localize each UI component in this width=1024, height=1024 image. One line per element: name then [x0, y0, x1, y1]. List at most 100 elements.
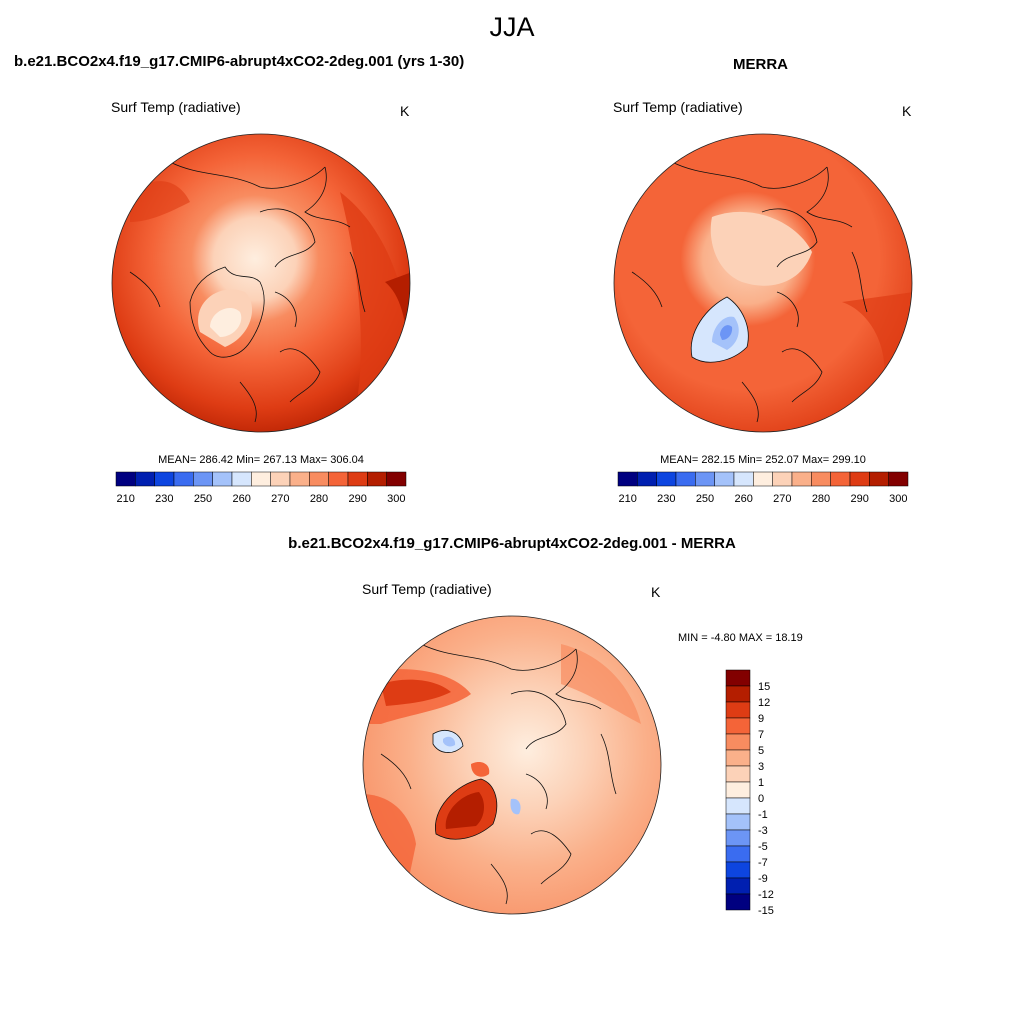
panel-3-cold-patch-2 — [443, 736, 456, 747]
colorbar-tick-label: 290 — [850, 493, 868, 505]
colorbar-tick-label: -5 — [758, 841, 768, 853]
colorbar-tick-label: 7 — [758, 729, 764, 741]
colorbar-swatch — [725, 797, 751, 815]
colorbar-swatch — [656, 471, 677, 487]
colorbar-tick-label: 0 — [758, 793, 764, 805]
colorbar-swatch — [154, 471, 175, 487]
panel-1-map-border — [111, 133, 411, 433]
colorbar-swatch — [725, 669, 751, 687]
colorbar-swatch — [772, 471, 793, 487]
panel-3-difference-field — [363, 616, 661, 914]
panel-2-units-label: K — [902, 103, 912, 119]
colorbar-tick-label: 250 — [696, 493, 714, 505]
colorbar-swatch — [725, 877, 751, 895]
panel-3-map — [362, 615, 662, 915]
colorbar-swatch — [212, 471, 233, 487]
colorbar-swatch — [811, 471, 831, 487]
colorbar-swatch — [869, 471, 889, 487]
colorbar-tick-label: 15 — [758, 681, 770, 693]
colorbar-swatch — [251, 471, 271, 487]
panel-2-map-border — [613, 133, 913, 433]
colorbar-swatch — [753, 471, 773, 487]
colorbar-tick-label: 210 — [116, 493, 134, 505]
panel-1-map — [111, 133, 411, 433]
colorbar-swatch — [309, 471, 329, 487]
colorbar-swatch — [367, 471, 387, 487]
panel-1-greenland-core — [210, 307, 242, 337]
colorbar-swatch — [675, 471, 696, 487]
colorbar-swatch — [725, 685, 751, 703]
colorbar-swatch — [637, 471, 657, 487]
colorbar-tick-label: 9 — [758, 713, 764, 725]
panel-1-title: b.e21.BCO2x4.f19_g17.CMIP6-abrupt4xCO2-2… — [14, 53, 465, 70]
colorbar-swatch — [328, 471, 349, 487]
panel-1-siberia-warm — [130, 181, 190, 222]
colorbar-tick-label: -1 — [758, 809, 768, 821]
colorbar-tick-label: 1 — [758, 777, 764, 789]
colorbar-tick-label: 260 — [232, 493, 250, 505]
panel-1-colorbar: 210 230 250 260 270 280 290 300 — [115, 471, 407, 505]
colorbar-swatch — [231, 471, 252, 487]
colorbar-tick-label: 230 — [657, 493, 675, 505]
colorbar-tick-label: 230 — [155, 493, 173, 505]
panel-3-stats: MIN = -4.80 MAX = 18.19 — [678, 632, 803, 644]
colorbar-tick-label: 260 — [734, 493, 752, 505]
panel-3-greenland-hot — [445, 792, 485, 829]
panel-2-arctic-ocean — [710, 211, 812, 286]
panel-1-variable-label: Surf Temp (radiative) — [111, 99, 241, 115]
colorbar-tick-label: 12 — [758, 697, 770, 709]
panel-2-colorbar: 210 230 250 260 270 280 290 300 — [617, 471, 909, 505]
colorbar-tick-label: -15 — [758, 905, 774, 914]
colorbar-swatch — [849, 471, 870, 487]
colorbar-swatch — [725, 861, 751, 879]
panel-2-coastlines — [631, 161, 868, 423]
colorbar-swatch — [725, 765, 751, 783]
panel-3-colorbar: 15 12 9 7 5 3 1 0 -1 -3 -5 -7 -9 -12 -15 — [725, 669, 774, 914]
panel-3-coastlines — [380, 643, 617, 905]
colorbar-tick-label: 270 — [271, 493, 289, 505]
colorbar-tick-label: 270 — [773, 493, 791, 505]
colorbar-tick-label: 3 — [758, 761, 764, 773]
colorbar-swatch — [725, 717, 751, 735]
colorbar-swatch — [115, 471, 136, 487]
colorbar-tick-label: -7 — [758, 857, 768, 869]
panel-1-stats: MEAN= 286.42 Min= 267.13 Max= 306.04 — [158, 454, 364, 466]
colorbar-swatch — [173, 471, 194, 487]
colorbar-tick-label: 290 — [348, 493, 366, 505]
panel-2-title: MERRA — [733, 56, 788, 73]
panel-3-cold-patch-3 — [510, 798, 521, 815]
colorbar-swatch — [725, 701, 751, 719]
panel-2-map — [613, 133, 913, 433]
colorbar-swatch — [193, 471, 213, 487]
colorbar-swatch — [270, 471, 291, 487]
panel-1-units-label: K — [400, 103, 410, 119]
panel-3-units-label: K — [651, 584, 661, 600]
panel-1-coastlines — [129, 161, 366, 423]
colorbar-swatch — [725, 749, 751, 767]
panel-2-variable-label: Surf Temp (radiative) — [613, 99, 743, 115]
colorbar-tick-label: 280 — [812, 493, 830, 505]
colorbar-swatch — [714, 471, 735, 487]
colorbar-swatch — [725, 829, 751, 847]
colorbar-tick-label: 5 — [758, 745, 764, 757]
colorbar-swatch — [725, 813, 751, 831]
panel-3-siberia-hot — [381, 679, 451, 706]
colorbar-swatch — [347, 471, 368, 487]
colorbar-swatch — [791, 471, 812, 487]
colorbar-swatch — [725, 733, 751, 751]
panel-2-stats: MEAN= 282.15 Min= 252.07 Max= 299.10 — [660, 454, 866, 466]
colorbar-swatch — [725, 845, 751, 863]
colorbar-swatch — [289, 471, 310, 487]
panel-3-variable-label: Surf Temp (radiative) — [362, 581, 492, 597]
colorbar-swatch — [135, 471, 155, 487]
colorbar-tick-label: 300 — [889, 493, 907, 505]
colorbar-tick-label: 280 — [310, 493, 328, 505]
panel-3-map-border — [362, 615, 662, 915]
colorbar-tick-label: 300 — [387, 493, 405, 505]
panel-3-warm-patch — [471, 762, 490, 777]
colorbar-tick-label: 210 — [618, 493, 636, 505]
figure-title: JJA — [489, 12, 535, 42]
panel-3-north-warm — [561, 644, 641, 724]
panel-3-title: b.e21.BCO2x4.f19_g17.CMIP6-abrupt4xCO2-2… — [288, 535, 736, 552]
colorbar-tick-label: -9 — [758, 873, 768, 885]
